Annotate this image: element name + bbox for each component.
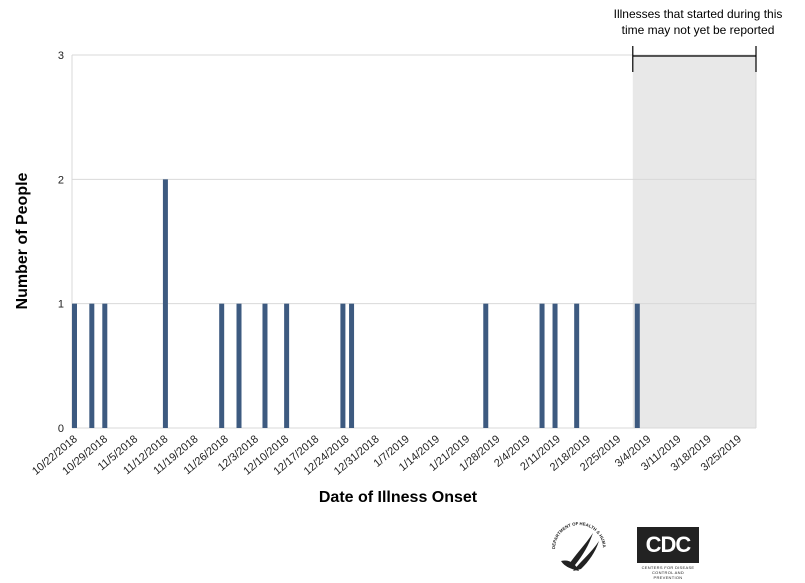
logos: DEPARTMENT OF HEALTH & HUMAN SERVICES US…: [545, 515, 705, 580]
y-tick-label: 2: [58, 174, 64, 186]
bars: [72, 179, 640, 428]
unreported-bracket: [632, 46, 757, 72]
y-tick-label: 0: [58, 423, 64, 435]
bar: [349, 303, 355, 428]
bar: [483, 303, 489, 428]
cdc-logo-subtext: CENTERS FOR DISEASE CONTROL AND PREVENTI…: [641, 565, 695, 580]
bar: [89, 303, 95, 428]
bar: [219, 303, 225, 428]
bar: [552, 303, 558, 428]
bar: [262, 303, 268, 428]
y-tick-labels: 0 1 2 3: [58, 50, 64, 435]
bar: [340, 303, 346, 428]
bar: [162, 179, 168, 428]
gridlines: [71, 54, 757, 429]
bar: [284, 303, 290, 428]
bar: [102, 303, 108, 428]
shaded-reporting-region: [632, 55, 756, 428]
cdc-logo: CDC CENTERS FOR DISEASE CONTROL AND PREV…: [637, 527, 699, 580]
cdc-logo-mark: CDC: [637, 527, 699, 563]
y-axis-title: Number of People: [14, 172, 31, 309]
bar: [574, 303, 580, 428]
reporting-delay-note: Illnesses that started during this time …: [598, 6, 798, 38]
bar: [634, 303, 640, 428]
x-axis-title: Date of Illness Onset: [319, 489, 478, 506]
note-line-2: time may not yet be reported: [621, 23, 775, 37]
bar: [236, 303, 242, 428]
hhs-logo: DEPARTMENT OF HEALTH & HUMAN SERVICES US…: [545, 515, 607, 571]
y-tick-label: 3: [58, 50, 64, 62]
bar: [72, 303, 77, 428]
x-tick-labels: 10/22/201810/29/201811/5/201811/12/20181…: [30, 433, 744, 478]
note-line-1: Illnesses that started during this: [613, 7, 783, 21]
y-tick-label: 1: [58, 299, 64, 311]
bar: [539, 303, 545, 428]
